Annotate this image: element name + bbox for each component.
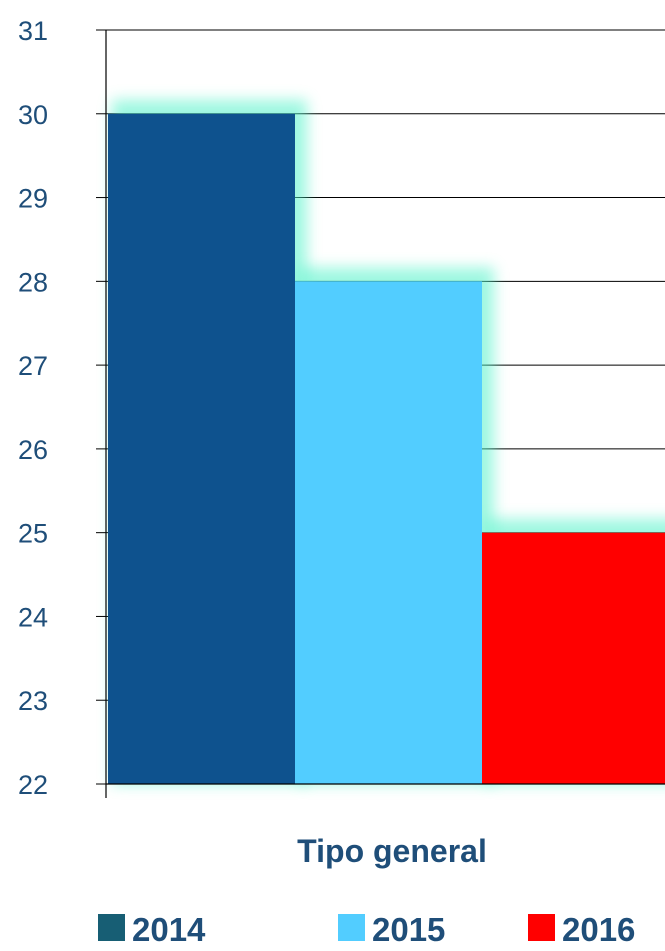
bars bbox=[108, 99, 665, 785]
y-tick-label: 24 bbox=[18, 602, 48, 632]
axis-labels: 22 23 24 25 26 27 28 29 30 31 Tipo general bbox=[18, 16, 487, 869]
y-tick-label: 22 bbox=[18, 770, 48, 800]
legend-label-2014: 2014 bbox=[132, 911, 206, 948]
x-category-label: Tipo general bbox=[297, 833, 487, 869]
bar-2015 bbox=[295, 281, 482, 784]
bar-2014 bbox=[108, 113, 295, 785]
y-tick-label: 30 bbox=[18, 100, 48, 130]
legend-label-2016: 2016 bbox=[562, 911, 635, 948]
y-tick-label: 26 bbox=[18, 435, 48, 465]
y-tick-label: 25 bbox=[18, 519, 48, 549]
y-tick-label: 29 bbox=[18, 184, 48, 214]
y-tick-label: 31 bbox=[18, 16, 48, 46]
legend-swatch-2015 bbox=[338, 914, 365, 941]
legend: 2014 2015 2016 bbox=[98, 911, 635, 948]
legend-swatch-2016 bbox=[528, 914, 555, 941]
y-tick-label: 27 bbox=[18, 351, 48, 381]
axes bbox=[96, 29, 665, 798]
legend-swatch-2014 bbox=[98, 914, 125, 941]
y-tick-label: 23 bbox=[18, 686, 48, 716]
y-tick-label: 28 bbox=[18, 267, 48, 297]
legend-label-2015: 2015 bbox=[372, 911, 445, 948]
bar-2016 bbox=[482, 532, 665, 784]
